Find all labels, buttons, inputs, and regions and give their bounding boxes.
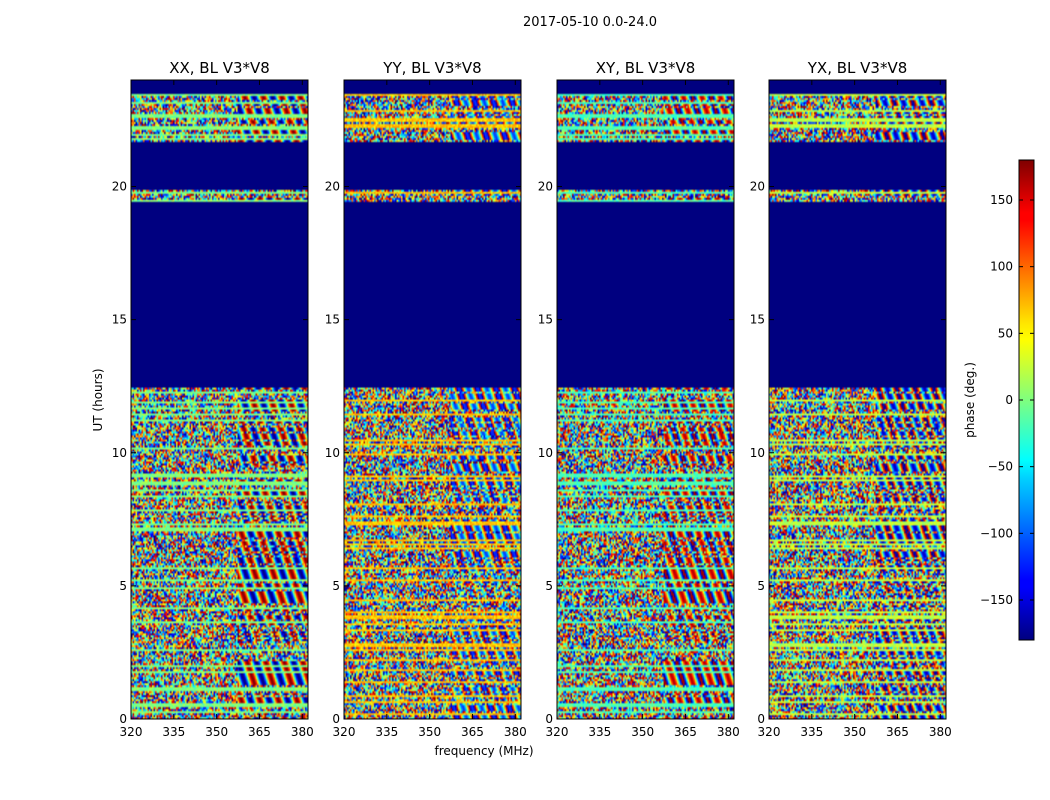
y-tick-label: 15: [538, 313, 553, 327]
colorbar-tick-label: −50: [988, 460, 1013, 474]
colorbar-tick-label: −100: [980, 526, 1013, 540]
panel-title: YX, BL V3*V8: [807, 59, 908, 77]
panel-title: XY, BL V3*V8: [596, 59, 696, 77]
colorbar-tick-label: −150: [980, 593, 1013, 607]
heatmap-image-xy: [557, 80, 734, 719]
colorbar-tick-label: 0: [1005, 393, 1013, 407]
x-tick-label: 380: [717, 725, 740, 739]
x-tick-label: 320: [120, 725, 143, 739]
panel-frame: [768, 79, 947, 720]
y-tick-label: 10: [112, 446, 127, 460]
x-tick-label: 380: [929, 725, 952, 739]
panel-frame: [343, 79, 522, 720]
panel-frame: [130, 79, 309, 720]
panel-frame: [556, 79, 735, 720]
x-tick-label: 350: [843, 725, 866, 739]
y-tick-label: 5: [757, 579, 765, 593]
y-tick-label: 5: [545, 579, 553, 593]
y-tick-label: 20: [112, 180, 127, 194]
x-tick-label: 335: [162, 725, 185, 739]
heatmap-image-xx: [131, 80, 308, 719]
heatmap-image-yy: [344, 80, 521, 719]
x-tick-label: 320: [546, 725, 569, 739]
x-tick-label: 350: [205, 725, 228, 739]
x-tick-label: 335: [588, 725, 611, 739]
x-tick-label: 380: [291, 725, 314, 739]
x-tick-label: 335: [375, 725, 398, 739]
x-tick-label: 365: [674, 725, 697, 739]
x-tick-label: 365: [886, 725, 909, 739]
x-tick-label: 350: [418, 725, 441, 739]
x-tick-label: 320: [333, 725, 356, 739]
panel-yy: YY, BL V3*V8 0 5 10 15 20 320 335 350 365 380: [325, 59, 527, 739]
y-tick-label: 0: [545, 712, 553, 726]
heatmap-image-yx: [769, 80, 946, 719]
y-tick-label: 15: [325, 313, 340, 327]
x-tick-label: 350: [631, 725, 654, 739]
x-tick-label: 365: [461, 725, 484, 739]
y-tick-label: 5: [332, 579, 340, 593]
panel-yx: YX, BL V3*V8 0 5 10 15 20 320 335 350 365 380: [750, 59, 952, 739]
y-tick-label: 20: [325, 180, 340, 194]
y-tick-label: 15: [112, 313, 127, 327]
colorbar-label: phase (deg.): [963, 362, 977, 438]
x-tick-label: 365: [248, 725, 271, 739]
x-axis-label: frequency (MHz): [434, 744, 533, 758]
colorbar: −150 −100 −50 0 50 100 150 phase (deg.): [963, 159, 1035, 641]
panel-title: XX, BL V3*V8: [169, 59, 270, 77]
y-tick-label: 15: [750, 313, 765, 327]
y-tick-label: 0: [119, 712, 127, 726]
x-tick-label: 380: [504, 725, 527, 739]
y-tick-label: 20: [750, 180, 765, 194]
y-tick-label: 10: [325, 446, 340, 460]
y-tick-label: 10: [538, 446, 553, 460]
colorbar-tick-label: 150: [990, 193, 1013, 207]
panel-xy: XY, BL V3*V8 0 5 10 15 20 320 335 350 365 380: [538, 59, 740, 739]
y-tick-label: 5: [119, 579, 127, 593]
y-tick-label: 0: [332, 712, 340, 726]
y-tick-label: 10: [750, 446, 765, 460]
colorbar-ticks: −150 −100 −50 0 50 100 150: [980, 193, 1034, 607]
colorbar-tick-label: 100: [990, 260, 1013, 274]
y-tick-label: 20: [538, 180, 553, 194]
panel-title: YY, BL V3*V8: [382, 59, 481, 77]
y-tick-label: 0: [757, 712, 765, 726]
panel-xx: XX, BL V3*V8 0 5 10 15 20 320 335 350 365 380: [112, 59, 314, 739]
colorbar-tick-label: 50: [998, 326, 1013, 340]
figure-suptitle: 2017-05-10 0.0-24.0: [523, 15, 657, 30]
x-tick-label: 335: [800, 725, 823, 739]
y-axis-label: UT (hours): [91, 368, 105, 431]
x-tick-label: 320: [758, 725, 781, 739]
